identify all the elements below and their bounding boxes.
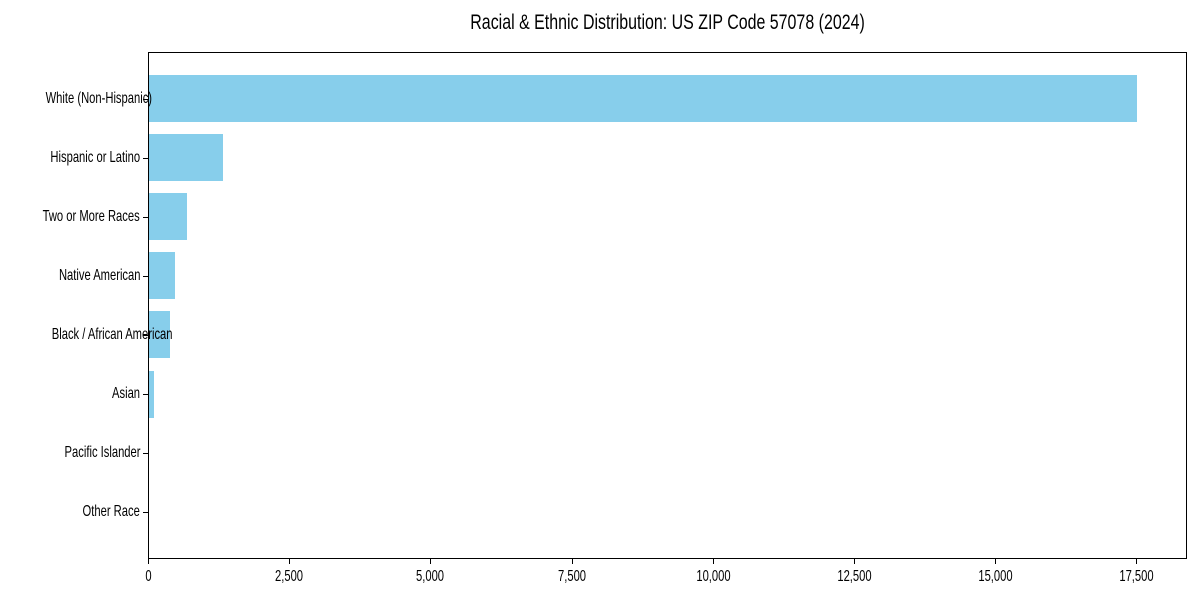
x-axis-tick <box>572 559 573 564</box>
bar-white-non-hispanic- <box>149 75 1137 122</box>
y-axis-label: Native American <box>0 268 140 284</box>
x-axis-tick <box>289 559 290 564</box>
bar-black-african-american <box>149 311 170 358</box>
x-axis-tick <box>1136 559 1137 564</box>
bar-two-or-more-races <box>149 193 187 240</box>
y-axis-tick <box>143 276 148 277</box>
bar-native-american <box>149 252 175 299</box>
x-axis-tick-label: 12,500 <box>804 569 904 585</box>
x-axis-tick-label: 7,500 <box>522 569 622 585</box>
x-axis-tick-label: 17,500 <box>1086 569 1186 585</box>
y-axis-label-text: Other Race <box>82 503 140 520</box>
y-axis-label-text: Hispanic or Latino <box>50 149 140 166</box>
y-axis-label: Black / African American <box>0 327 173 343</box>
y-axis-tick <box>143 453 148 454</box>
bar-hispanic-or-latino <box>149 134 223 181</box>
x-axis-tick-label: 0 <box>98 569 198 585</box>
x-axis-tick-label-text: 0 <box>144 568 152 585</box>
y-axis-tick <box>143 99 148 100</box>
y-axis-label: White (Non-Hispanic) <box>0 91 152 107</box>
bar-asian <box>149 371 154 418</box>
x-axis-tick-label: 15,000 <box>945 569 1045 585</box>
x-axis-tick <box>148 559 149 564</box>
chart-title-text: Racial & Ethnic Distribution: US ZIP Cod… <box>470 11 865 34</box>
x-axis-tick-label: 2,500 <box>239 569 339 585</box>
y-axis-label-text: Black / African American <box>51 326 173 343</box>
y-axis-label-text: Two or More Races <box>42 208 140 225</box>
x-axis-tick-label: 5,000 <box>380 569 480 585</box>
x-axis-tick-label-text: 10,000 <box>695 568 731 585</box>
x-axis-tick <box>854 559 855 564</box>
y-axis-label: Hispanic or Latino <box>0 150 140 166</box>
y-axis-tick <box>143 394 148 395</box>
x-axis-tick-label-text: 7,500 <box>557 568 587 585</box>
x-axis-tick <box>430 559 431 564</box>
x-axis-tick-label-text: 15,000 <box>977 568 1013 585</box>
x-axis-tick-label-text: 2,500 <box>274 568 304 585</box>
y-axis-tick <box>143 158 148 159</box>
y-axis-tick <box>143 217 148 218</box>
y-axis-label-text: Native American <box>58 267 140 284</box>
x-axis-tick-label: 10,000 <box>663 569 763 585</box>
y-axis-label: Other Race <box>0 504 140 520</box>
y-axis-label-text: Asian <box>111 385 140 402</box>
x-axis-tick-label-text: 5,000 <box>415 568 445 585</box>
chart-title: Racial & Ethnic Distribution: US ZIP Cod… <box>148 10 1187 36</box>
x-axis-tick <box>995 559 996 564</box>
x-axis-tick <box>713 559 714 564</box>
y-axis-label: Asian <box>0 386 140 402</box>
y-axis-label-text: Pacific Islander <box>64 444 140 461</box>
x-axis-tick-label-text: 17,500 <box>1118 568 1154 585</box>
y-axis-label: Pacific Islander <box>0 445 140 461</box>
y-axis-tick <box>143 335 148 336</box>
plot-area <box>148 52 1187 559</box>
x-axis-tick-label-text: 12,500 <box>836 568 872 585</box>
y-axis-tick <box>143 512 148 513</box>
y-axis-label: Two or More Races <box>0 209 140 225</box>
y-axis-label-text: White (Non-Hispanic) <box>45 90 153 107</box>
